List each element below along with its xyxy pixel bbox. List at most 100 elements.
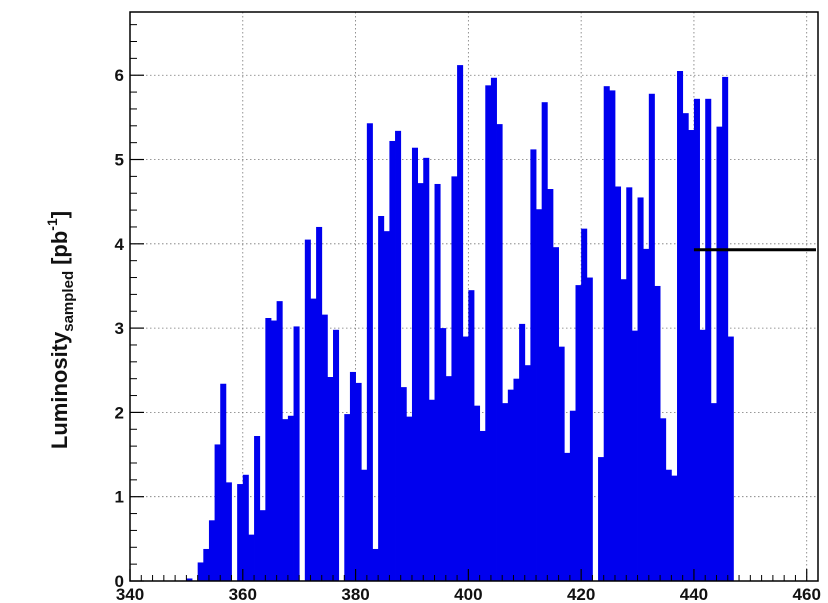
y-axis-title-unit-close: ]: [47, 211, 72, 218]
histogram-bar: [333, 329, 340, 581]
histogram-bar: [581, 228, 588, 581]
histogram-bar: [400, 387, 407, 581]
histogram-bar: [316, 226, 323, 581]
histogram-bar: [293, 326, 300, 581]
histogram-bar: [536, 209, 543, 581]
histogram-bar: [547, 189, 554, 581]
histogram-bar: [552, 247, 559, 582]
histogram-bar: [237, 484, 244, 581]
y-axis-title-subscript: sampled: [60, 271, 77, 332]
histogram-bar: [208, 520, 215, 581]
histogram-bar: [282, 419, 289, 581]
histogram-bar: [626, 187, 633, 581]
histogram-bar: [248, 534, 255, 581]
y-tick-label: 5: [115, 151, 124, 170]
histogram-bar: [349, 371, 356, 581]
bars-layer: [186, 65, 734, 582]
histogram-bar: [524, 365, 531, 581]
histogram-bar: [434, 183, 441, 581]
histogram-bar: [265, 317, 272, 581]
histogram-bar: [355, 382, 362, 581]
histogram-bar: [457, 65, 464, 581]
histogram-bar: [417, 183, 424, 582]
histogram-bar: [564, 452, 571, 581]
histogram-bar: [406, 416, 413, 581]
histogram-bar: [186, 578, 193, 581]
ticks-layer: [129, 24, 819, 582]
histogram-bar: [519, 323, 526, 581]
histogram-bar: [327, 377, 334, 581]
histogram-bar: [507, 389, 514, 581]
y-tick-label: 2: [115, 403, 124, 422]
histogram-bar: [496, 124, 503, 581]
histogram-bar: [558, 346, 565, 581]
histogram-bar: [665, 469, 672, 581]
y-axis-title-main: Luminosity: [47, 331, 72, 449]
x-tick-label: 460: [793, 585, 821, 603]
histogram-bar: [383, 231, 390, 582]
histogram-bar: [609, 90, 616, 581]
histogram-bar: [603, 86, 610, 582]
histogram-bar: [490, 77, 497, 582]
x-tick-label: 360: [229, 585, 257, 603]
histogram-bar: [304, 239, 311, 581]
histogram-bar: [727, 336, 734, 581]
histogram-bar: [270, 320, 278, 581]
y-axis-title: Luminositysampled [pb-1]: [44, 211, 77, 449]
histogram-bar: [259, 510, 266, 581]
histogram-bar: [671, 475, 678, 581]
y-axis-title-unit-exp: -1: [44, 218, 60, 231]
histogram-bar: [440, 328, 447, 581]
histogram-bar: [321, 314, 328, 581]
histogram-bar: [716, 126, 723, 582]
y-tick-label: 4: [115, 235, 125, 254]
histogram-bar: [378, 215, 385, 581]
histogram-bar: [631, 330, 638, 581]
histogram-bar: [513, 378, 520, 581]
histogram-bar: [502, 403, 509, 581]
y-tick-label: 6: [115, 66, 124, 85]
histogram-bar: [485, 85, 492, 582]
histogram-bar: [530, 149, 537, 582]
histogram-bar: [242, 474, 249, 581]
tick-labels-layer: 340 360 380 400 420 440 460 0 1 2 3 4 5 6: [115, 66, 821, 603]
histogram-bar: [479, 430, 486, 581]
histogram-bar: [423, 157, 430, 582]
histogram-bar: [654, 285, 661, 581]
histogram-bar: [598, 457, 605, 581]
histogram-bar: [411, 147, 419, 581]
x-tick-label: 420: [567, 585, 595, 603]
histogram-bar: [474, 405, 481, 581]
histogram-bar: [276, 301, 283, 581]
histogram-bar: [344, 414, 351, 581]
histogram-bar: [620, 279, 627, 581]
histogram-bar: [682, 113, 689, 582]
histogram-bar: [643, 248, 650, 581]
histogram-bar: [688, 130, 695, 581]
histogram-bar: [614, 186, 622, 581]
histogram-bar: [705, 98, 712, 581]
histogram-bar: [220, 383, 227, 581]
y-tick-label: 3: [115, 319, 124, 338]
histogram-bar: [197, 562, 204, 581]
x-tick-label: 340: [116, 585, 144, 603]
histogram-bar: [462, 336, 469, 581]
histogram-bar: [586, 277, 593, 581]
histogram-bar: [699, 329, 706, 581]
histogram-bar: [389, 140, 396, 581]
histogram-bar: [310, 298, 317, 581]
histogram-bar: [203, 548, 210, 581]
histogram-bar: [710, 403, 717, 581]
histogram-bar: [693, 98, 700, 581]
histogram-bar: [372, 548, 379, 581]
histogram-bar: [214, 444, 221, 581]
x-tick-label: 440: [680, 585, 708, 603]
histogram-bar: [225, 482, 232, 581]
histogram-bar: [722, 76, 729, 582]
histogram-bar: [648, 93, 655, 582]
y-tick-label: 0: [115, 572, 124, 591]
histogram-bar: [569, 410, 576, 581]
histogram-bar: [677, 71, 684, 581]
